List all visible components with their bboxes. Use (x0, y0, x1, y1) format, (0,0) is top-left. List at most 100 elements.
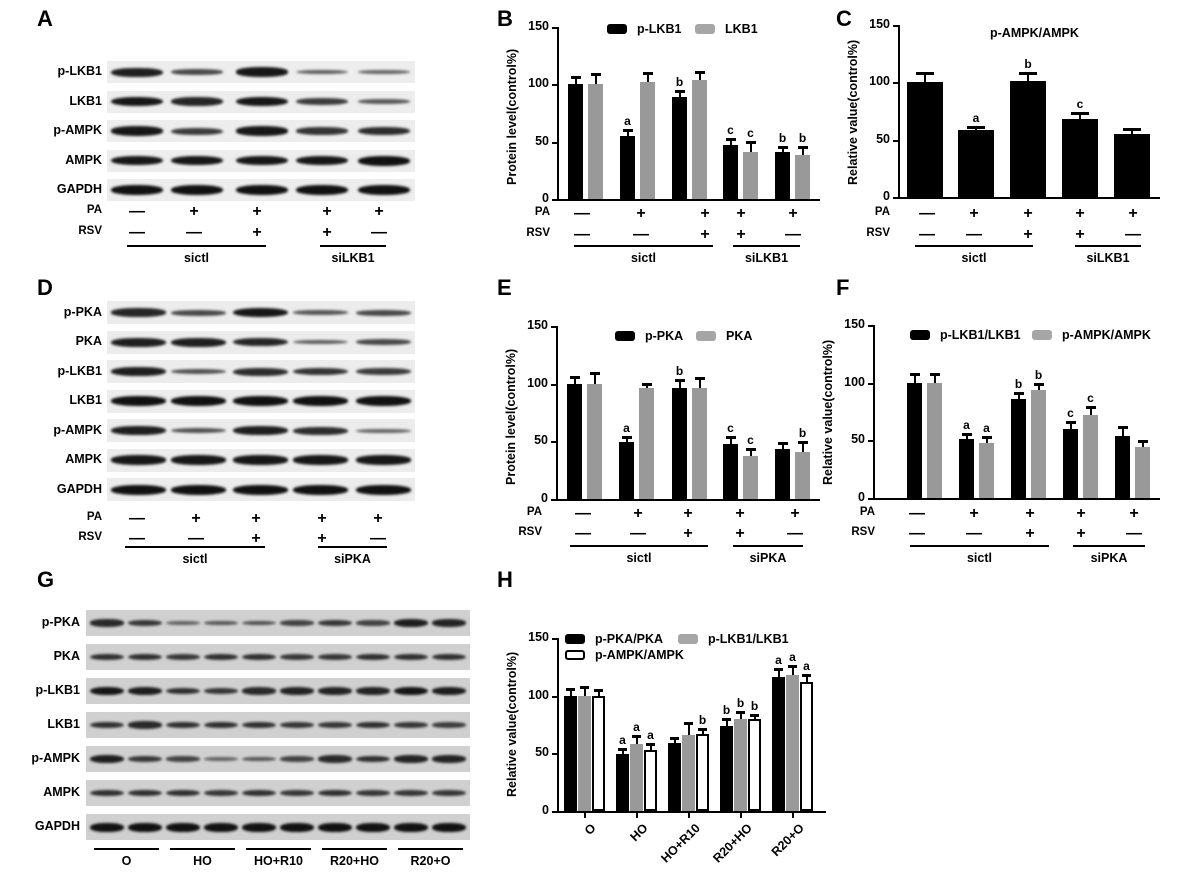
protein-band (358, 185, 410, 195)
error-bar (649, 742, 652, 750)
condition-sign: — (574, 226, 590, 243)
bar (1083, 414, 1098, 498)
error-bar-cap (777, 146, 788, 150)
x-axis (898, 197, 1160, 199)
error-bar-cap (684, 722, 693, 726)
y-tick-label: 0 (858, 490, 865, 504)
significance-letter: a (624, 114, 631, 129)
y-tick (893, 139, 898, 142)
condition-sign: — (1125, 226, 1141, 243)
error-bar (698, 376, 701, 389)
protein-band (394, 789, 428, 797)
condition-row-label: RSV (518, 526, 542, 538)
blot-strip (107, 149, 415, 172)
legend-item: p-PKA (615, 329, 683, 343)
condition-sign: + (735, 505, 745, 522)
protein-band (204, 789, 238, 797)
error-bar-cap (750, 714, 759, 718)
protein-band (318, 822, 352, 832)
panel-letter-h: H (497, 567, 513, 592)
x-tick (739, 813, 742, 818)
error-bar-cap (1019, 72, 1037, 75)
error-bar-cap (981, 435, 992, 439)
protein-band (111, 455, 166, 465)
bar (567, 383, 582, 499)
protein-band (128, 721, 162, 729)
error-bar (749, 140, 752, 152)
significance-letter: a (803, 658, 810, 673)
condition-sign: + (1075, 205, 1085, 222)
condition-sign: — (370, 530, 386, 547)
group-underline (322, 848, 387, 850)
condition-sign: + (969, 205, 979, 222)
protein-band (111, 126, 163, 136)
error-bar-cap (1085, 405, 1096, 409)
protein-band (293, 484, 348, 495)
protein-band (356, 428, 411, 433)
condition-sign: — (787, 525, 803, 542)
condition-sign: — (909, 525, 925, 542)
condition-sign: + (633, 505, 643, 522)
panel-letter-c: C (836, 6, 852, 31)
protein-band (111, 155, 163, 166)
protein-band (111, 96, 163, 107)
blot-row-label: p-AMPK (53, 123, 102, 137)
blot-strip (107, 448, 415, 472)
error-bar-cap (1071, 112, 1089, 116)
y-axis-label: Protein level(control%) (505, 48, 519, 185)
error-bar (1079, 112, 1081, 120)
group-label: siPKA (1090, 551, 1128, 565)
protein-band (242, 687, 276, 695)
x-axis (557, 199, 820, 201)
y-tick-label: 150 (844, 317, 865, 331)
blot-strip (86, 814, 470, 840)
significance-letter: c (747, 433, 754, 448)
error-bar-cap (674, 90, 685, 94)
condition-sign: — (129, 530, 145, 547)
error-bar-cap (674, 379, 685, 383)
bar (734, 718, 747, 811)
error-bar-cap (594, 688, 603, 692)
protein-band (358, 155, 410, 166)
error-bar-cap (802, 673, 811, 677)
x-tick (583, 813, 586, 818)
blot-strip (86, 746, 470, 772)
protein-band (280, 653, 314, 661)
legend-label: p-LKB1/LKB1 (940, 328, 1021, 342)
protein-band (111, 396, 166, 406)
y-tick-label: 50 (876, 131, 890, 146)
significance-letter: a (623, 420, 630, 435)
y-tick (868, 440, 873, 443)
y-tick (551, 326, 556, 328)
legend-label: LKB1 (725, 22, 758, 36)
blot-row-label: LKB1 (47, 717, 80, 731)
protein-band (293, 455, 348, 465)
y-axis-label: Relative value(control%) (846, 39, 860, 185)
bar (958, 130, 994, 197)
blot-strip (107, 419, 415, 442)
chart-title: p-AMPK/AMPK (990, 26, 1079, 40)
protein-band (318, 721, 352, 729)
y-tick-label: 50 (535, 133, 549, 148)
significance-letter: a (619, 732, 626, 747)
condition-sign: + (790, 505, 800, 522)
protein-band (90, 721, 124, 729)
protein-band (356, 396, 411, 406)
protein-band (90, 822, 124, 832)
protein-band (236, 185, 288, 195)
protein-band (204, 620, 238, 626)
bar (620, 135, 635, 199)
y-tick-label: 150 (528, 19, 549, 33)
protein-band (432, 619, 466, 627)
group-label: siLKB1 (331, 251, 375, 265)
bar (1114, 133, 1150, 197)
protein-band (394, 686, 428, 696)
condition-sign: — (574, 205, 590, 222)
group-underline (574, 245, 713, 247)
error-bar (801, 146, 804, 156)
group-underline (318, 546, 387, 548)
group-label: sictl (182, 552, 208, 566)
error-bar-cap (566, 687, 575, 691)
protein-band (233, 307, 288, 318)
condition-sign: + (1076, 505, 1086, 522)
